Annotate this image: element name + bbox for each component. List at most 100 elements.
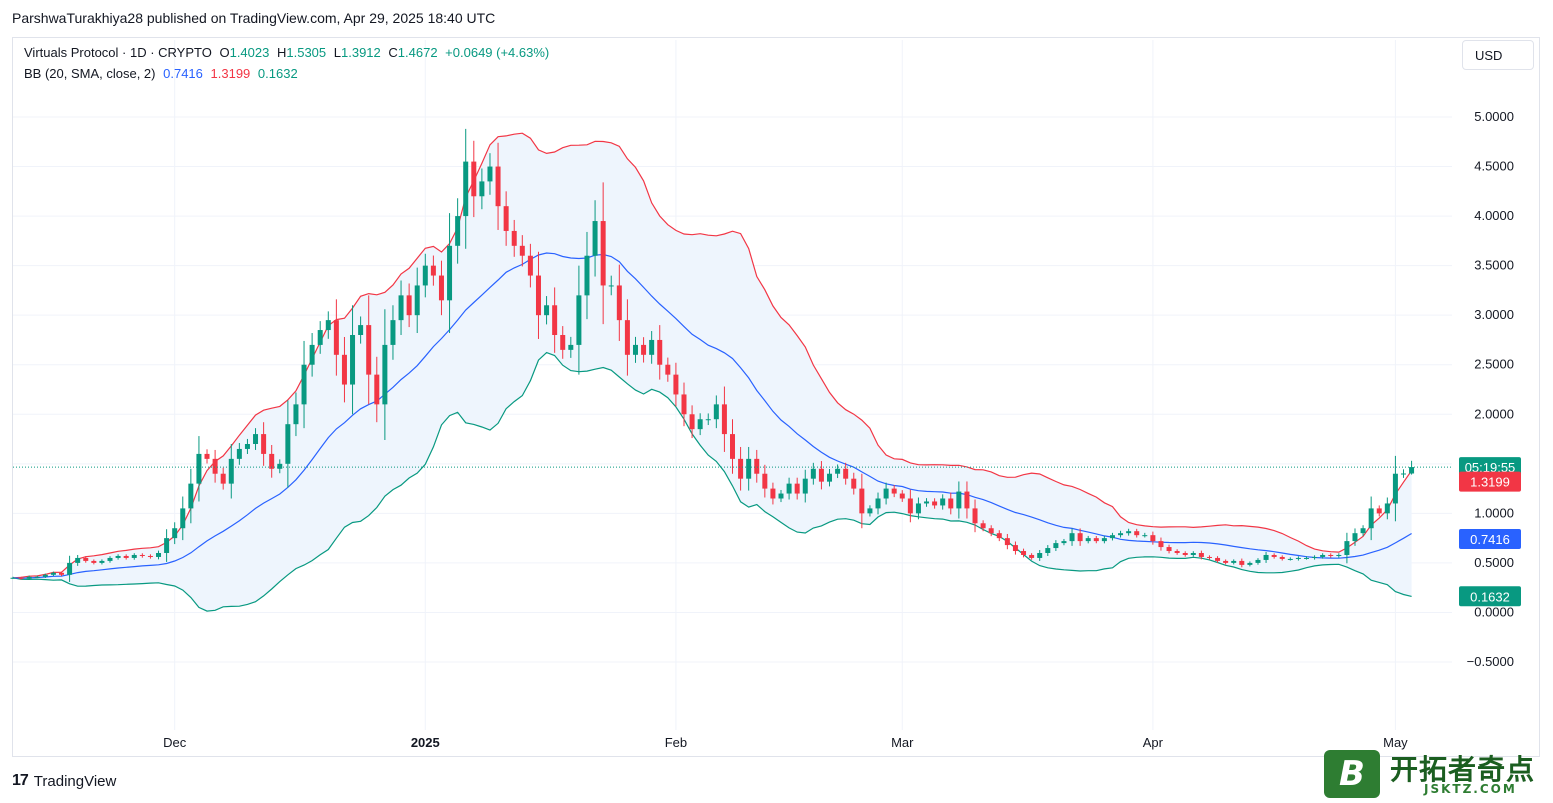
candle-body — [527, 255, 533, 276]
candle-body — [67, 562, 73, 575]
candle — [964, 481, 970, 519]
candle-body — [107, 557, 113, 561]
candle — [1231, 559, 1237, 565]
candle — [414, 267, 420, 334]
candle — [1190, 551, 1196, 557]
candle — [1247, 561, 1253, 567]
candle-body — [236, 448, 242, 459]
open-value: 1.4023 — [229, 45, 270, 60]
candle-body — [34, 576, 40, 578]
candle — [657, 325, 663, 380]
candle-body — [18, 577, 24, 579]
candle — [1085, 535, 1091, 544]
tradingview-brand: TradingView — [33, 772, 117, 790]
candle-body — [657, 339, 663, 365]
candle-body — [1109, 535, 1115, 539]
indicator-name[interactable]: BB (20, SMA, close, 2) — [24, 66, 156, 81]
candle — [713, 395, 719, 429]
tradingview-icon: 17 — [12, 772, 29, 789]
candle — [131, 553, 137, 560]
candle-body — [1223, 560, 1229, 563]
candle — [576, 265, 582, 375]
candle-body — [1142, 535, 1148, 537]
x-tick-label: 2025 — [411, 735, 440, 750]
publisher-line: ParshwaTurakhiya28 published on TradingV… — [12, 10, 496, 26]
candle — [228, 444, 234, 499]
candle-body — [382, 344, 388, 405]
candle-body — [980, 523, 986, 529]
candle-body — [1093, 538, 1099, 542]
candle-body — [1303, 557, 1309, 559]
symbol-name[interactable]: Virtuals Protocol · 1D · CRYPTO — [24, 45, 212, 60]
candle-body — [1328, 554, 1334, 556]
candle-body — [624, 320, 630, 355]
candle-body — [705, 419, 711, 421]
candle — [59, 571, 65, 576]
candle — [269, 444, 275, 478]
candle — [762, 464, 768, 498]
candle — [948, 492, 954, 515]
candle — [1061, 538, 1067, 546]
candle — [940, 494, 946, 510]
candle-body — [1344, 541, 1350, 555]
x-tick-label: Apr — [1143, 735, 1164, 750]
candle — [988, 525, 994, 537]
candle-body — [1021, 551, 1027, 555]
candle-body — [115, 555, 121, 558]
candle-body — [1004, 538, 1010, 546]
bb-upper-value: 1.3199 — [210, 66, 251, 81]
candle — [99, 559, 105, 565]
candle — [1069, 528, 1075, 546]
y-tick-label: 1.0000 — [1474, 505, 1514, 520]
candle-body — [568, 344, 574, 350]
candle — [350, 305, 356, 415]
candle-body — [843, 468, 849, 479]
candle-body — [1077, 533, 1083, 542]
candle-body — [83, 557, 89, 561]
candle-body — [1368, 508, 1374, 529]
price-badge-bg — [1459, 471, 1521, 492]
close-value: 1.4672 — [397, 45, 438, 60]
candle — [1109, 532, 1115, 541]
candle-body — [1239, 560, 1245, 565]
candle-body — [754, 458, 760, 474]
price-badge-bg — [1459, 586, 1521, 607]
candle — [608, 275, 614, 296]
chart-frame — [12, 37, 1540, 757]
candle — [1166, 544, 1172, 554]
candle — [1004, 533, 1010, 550]
candle — [91, 559, 97, 565]
candle-body — [851, 478, 857, 489]
y-tick-label: 0.5000 — [1474, 555, 1514, 570]
candle — [164, 529, 170, 562]
candle — [1271, 553, 1277, 559]
candle — [592, 200, 598, 277]
candle — [1045, 545, 1051, 556]
symbol-legend: Virtuals Protocol · 1D · CRYPTO O1.4023 … — [24, 45, 553, 60]
candle — [568, 336, 574, 358]
candle — [374, 356, 380, 423]
candle-body — [188, 483, 194, 509]
candle — [1384, 497, 1390, 520]
currency-button[interactable]: USD — [1462, 40, 1534, 70]
candle — [1053, 540, 1059, 552]
candle — [818, 461, 824, 490]
candle — [1021, 548, 1027, 558]
candle — [1376, 505, 1382, 517]
candle-body — [721, 404, 727, 435]
candle-body — [180, 508, 186, 529]
indicator-legend: BB (20, SMA, close, 2) 0.7416 1.3199 0.1… — [24, 66, 302, 81]
candle-body — [422, 265, 428, 286]
candle — [843, 462, 849, 485]
candle — [907, 489, 913, 523]
candle — [746, 446, 752, 491]
close-label: C — [388, 45, 398, 60]
candle-body — [632, 344, 638, 355]
candle-body — [924, 501, 930, 504]
candle-body — [883, 488, 889, 499]
tradingview-logo[interactable]: 17 TradingView — [12, 772, 116, 790]
bb-lower-line — [12, 351, 1412, 612]
candle-body — [932, 501, 938, 506]
y-tick-label: 4.0000 — [1474, 208, 1514, 223]
